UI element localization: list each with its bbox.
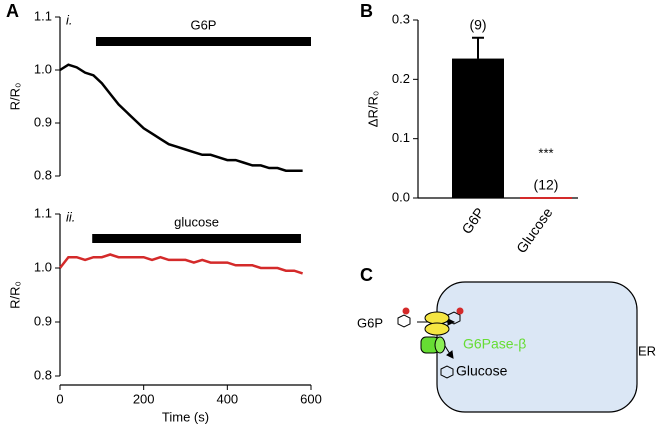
compartment-label: ER [638,343,656,358]
phosphate [402,307,410,315]
y-axis-label: R/R₀ [7,281,22,309]
x-tick-label: G6P [458,205,487,237]
bar [520,197,572,199]
y-tick-label: 0.9 [34,114,52,129]
y-tick-label: 0.3 [392,11,410,26]
panel-label: B [360,1,373,21]
product-label: Glucose [456,363,508,379]
bar [452,58,504,198]
y-tick-label: 0.2 [392,71,410,86]
diagram: C ER G6P G6Pase-β Glucose [357,265,656,413]
transporter [424,311,450,325]
n-label: (9) [469,17,486,33]
transporter [424,322,450,336]
y-tick-label: 1.1 [34,205,52,220]
x-tick-label: 400 [216,391,238,406]
phosphate [456,307,464,315]
trace [59,63,303,172]
y-tick-label: 0.0 [392,189,410,204]
panel-label: C [360,265,373,285]
y-tick-label: 0.1 [392,130,410,145]
n-label: (12) [534,177,559,193]
treatment-label: glucose [174,214,219,229]
y-axis-label: ΔR/R₀ [365,91,380,127]
trace-label: ii. [66,209,75,224]
x-tick-label: 0 [56,391,63,406]
y-tick-label: 0.9 [34,313,52,328]
y-tick-label: 1.0 [34,259,52,274]
y-tick-label: 0.8 [34,167,52,182]
trace-label: i. [66,12,73,27]
y-tick-label: 1.1 [34,8,52,23]
enzyme [434,336,446,354]
substrate-label: G6P [357,315,383,330]
y-axis-label: R/R₀ [7,83,22,111]
panel-label: A [6,1,19,21]
treatment-label: G6P [190,17,216,32]
y-tick-label: 1.0 [34,61,52,76]
error-bar [472,36,484,59]
treatment-bar [92,234,301,243]
y-tick-label: 0.8 [34,367,52,382]
significance: *** [538,145,553,160]
enzyme-label: G6Pase-β [463,336,526,352]
x-axis-label: Time (s) [162,409,209,424]
x-tick-label: 600 [300,391,322,406]
x-tick-label: Glucose [513,204,556,255]
trace [59,253,304,275]
treatment-bar [95,37,311,46]
x-tick-label: 200 [133,391,155,406]
